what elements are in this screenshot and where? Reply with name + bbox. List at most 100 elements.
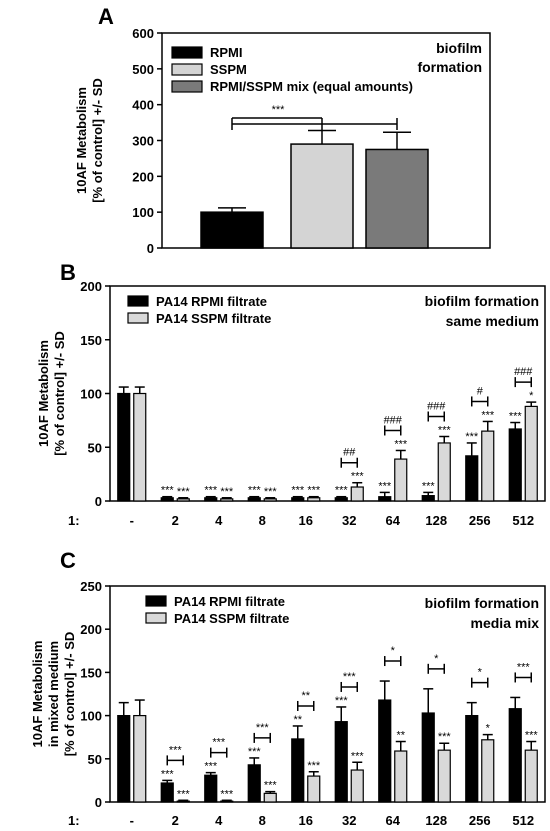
- y-tick-label-c-4: 200: [80, 622, 102, 637]
- star-b-s1-8: ***: [481, 409, 495, 421]
- y-axis-label-c-0: 10AF Metabolism: [30, 641, 45, 748]
- y-axis-label-a-0: 10AF Metabolism: [74, 87, 89, 194]
- x-tick-label-b-7: 128: [425, 513, 447, 528]
- star-c-s1-2: ***: [220, 788, 234, 800]
- x-tick-label-b-8: 256: [469, 513, 491, 528]
- x-tick-label-b-1: 2: [172, 513, 179, 528]
- x-tick-label-b-3: 8: [259, 513, 266, 528]
- bracket-label-c-5: ***: [343, 671, 357, 683]
- star-b-s1-3: ***: [264, 486, 278, 498]
- star-b-s1-1: ***: [177, 486, 191, 498]
- bar-b-s1-2: [220, 498, 234, 502]
- bar-c-s1-6: [394, 750, 408, 803]
- bar-c-s0-9: [508, 708, 522, 803]
- legend-label-a-1: SSPM: [210, 62, 247, 77]
- bar-b-s1-4: [307, 497, 321, 502]
- y-axis-label-b-1: [% of control] +/- SD: [52, 331, 67, 456]
- bar-c-s1-0: [133, 714, 147, 803]
- bracket-label-b-8: #: [477, 385, 484, 397]
- annotation-a-1: formation: [417, 59, 482, 75]
- y-tick-label-c-0: 0: [95, 795, 102, 810]
- x-tick-label-b-5: 32: [342, 513, 356, 528]
- star-c-s0-4: **: [293, 714, 302, 726]
- y-tick-label-b-0: 0: [95, 494, 102, 509]
- star-c-s0-3: ***: [248, 746, 262, 758]
- bar-c-s1-4: [307, 775, 321, 803]
- y-tick-label-c-2: 100: [80, 709, 102, 724]
- star-c-s1-4: ***: [307, 760, 321, 772]
- x-tick-label-c-6: 64: [386, 813, 401, 828]
- panel-letter-b: B: [60, 260, 76, 285]
- bar-c-s0-3: [247, 764, 261, 803]
- x-tick-label-c-1: 2: [172, 813, 179, 828]
- bar-b-s0-7: [421, 495, 435, 502]
- x-tick-label-b-0: -: [130, 513, 134, 528]
- legend-label-b-1: PA14 SSPM filtrate: [156, 311, 271, 326]
- bracket-label-b-5: ##: [343, 447, 356, 459]
- bar-c-s0-4: [291, 738, 305, 803]
- y-tick-label-b-4: 200: [80, 279, 102, 294]
- bracket-label-b-9: ###: [514, 366, 533, 378]
- star-b-s1-2: ***: [220, 486, 234, 498]
- star-b-s1-7: ***: [438, 425, 452, 437]
- bar-c-s1-5: [350, 769, 364, 803]
- legend-swatch-c-0: [145, 595, 167, 607]
- bar-b-s1-1: [176, 498, 190, 502]
- star-b-s0-7: ***: [422, 480, 436, 492]
- y-tick-label-b-2: 100: [80, 387, 102, 402]
- bar-b-s0-4: [291, 497, 305, 502]
- star-b-s0-5: ***: [335, 485, 349, 497]
- x-tick-label-c-0: -: [130, 813, 134, 828]
- y-tick-label-c-1: 50: [88, 752, 102, 767]
- y-axis-label-a-1: [% of control] +/- SD: [90, 78, 105, 203]
- sig-label-a: ***: [272, 104, 286, 116]
- bar-b-s0-3: [247, 497, 261, 502]
- star-b-s0-8: ***: [465, 431, 479, 443]
- panel-letter-c: C: [60, 548, 76, 573]
- x-tick-label-c-8: 256: [469, 813, 491, 828]
- legend-label-c-1: PA14 SSPM filtrate: [174, 611, 289, 626]
- bar-c-s0-8: [465, 714, 479, 803]
- bracket-label-c-9: ***: [517, 661, 531, 673]
- bar-a-2: [365, 148, 429, 249]
- y-tick-label-a-5: 500: [132, 62, 154, 77]
- star-c-s1-9: ***: [525, 730, 539, 742]
- x-tick-label-c-7: 128: [425, 813, 447, 828]
- legend-swatch-a-2: [171, 80, 203, 93]
- x-tick-label-c-3: 8: [259, 813, 266, 828]
- star-c-s1-8: *: [486, 723, 491, 735]
- annotation-c-1: media mix: [471, 615, 540, 631]
- legend-swatch-b-0: [127, 295, 149, 307]
- x-prefix-c: 1:: [68, 813, 80, 828]
- y-tick-label-a-3: 300: [132, 134, 154, 149]
- star-c-s1-1: ***: [177, 788, 191, 800]
- bar-c-s1-9: [524, 749, 538, 803]
- bar-a-0: [200, 211, 264, 249]
- x-tick-label-c-9: 512: [512, 813, 534, 828]
- annotation-b-1: same medium: [446, 313, 539, 329]
- annotation-a-0: biofilm: [436, 40, 482, 56]
- bar-c-s0-7: [421, 712, 435, 803]
- star-b-s0-1: ***: [161, 485, 175, 497]
- bar-c-s0-2: [204, 774, 218, 803]
- bar-a-1: [290, 143, 354, 249]
- star-c-s0-5: ***: [335, 695, 349, 707]
- bar-c-s1-2: [220, 800, 234, 803]
- y-tick-label-a-4: 400: [132, 98, 154, 113]
- star-b-s0-4: ***: [291, 485, 305, 497]
- star-c-s0-2: ***: [204, 761, 218, 773]
- star-b-s1-5: ***: [351, 471, 365, 483]
- bracket-label-c-4: **: [301, 690, 310, 702]
- panel-letter-a: A: [98, 4, 114, 29]
- bracket-label-c-2: ***: [212, 737, 226, 749]
- x-prefix-b: 1:: [68, 513, 80, 528]
- star-c-s1-5: ***: [351, 750, 365, 762]
- legend-swatch-c-1: [145, 612, 167, 624]
- bracket-label-b-7: ###: [427, 401, 446, 413]
- bar-b-s0-5: [334, 497, 348, 502]
- bracket-label-c-6: *: [391, 645, 396, 657]
- bar-b-s1-8: [481, 430, 495, 502]
- bar-b-s1-5: [350, 486, 364, 502]
- y-axis-label-c-2: [% of control] +/- SD: [62, 632, 77, 757]
